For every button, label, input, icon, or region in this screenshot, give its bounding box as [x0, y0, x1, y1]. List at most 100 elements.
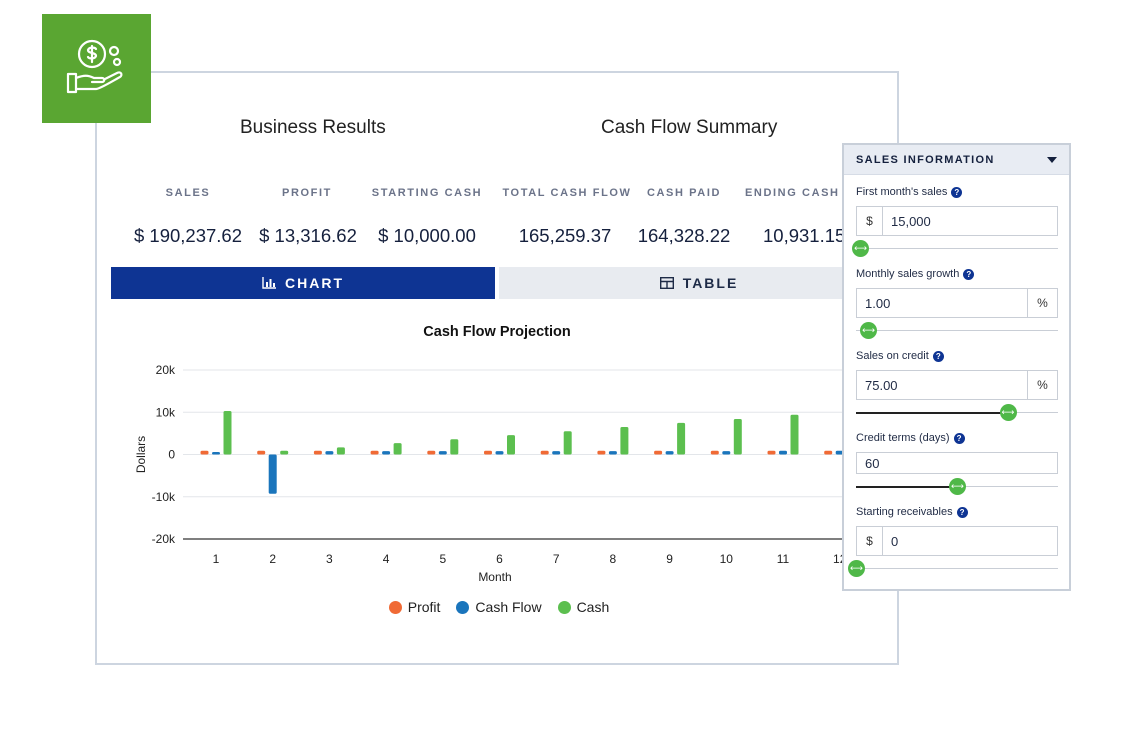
- growth-field[interactable]: 1.00 %: [856, 288, 1058, 318]
- slider-fill: [856, 411, 1008, 414]
- growth-slider[interactable]: ⟷: [856, 322, 1058, 339]
- bar-profit: [540, 450, 549, 455]
- bar-cash-flow: [268, 454, 277, 494]
- x-tick-label: 11: [777, 552, 790, 566]
- metric-value-sales: $ 190,237.62: [133, 225, 243, 246]
- x-tick-label: 7: [553, 552, 560, 566]
- metric-value-cash-paid: 164,328.22: [637, 225, 731, 246]
- slider-handle[interactable]: ⟷: [860, 322, 878, 339]
- bar-cash: [280, 450, 289, 455]
- bar-cash-flow: [779, 450, 787, 455]
- slider-handle[interactable]: ⟷: [852, 240, 870, 257]
- receivables-field[interactable]: $ 0: [856, 526, 1058, 556]
- y-axis-label: Dollars: [134, 436, 148, 473]
- legend-item-profit[interactable]: Profit: [388, 599, 440, 615]
- bar-cash-flow: [382, 451, 391, 455]
- tab-table[interactable]: TABLE: [499, 267, 899, 299]
- chart-legend: Profit Cash Flow Cash: [97, 599, 901, 615]
- slider-handle[interactable]: ⟷: [848, 560, 865, 577]
- bar-cash-flow: [722, 451, 731, 455]
- bar-profit: [257, 450, 266, 455]
- bar-profit: [370, 450, 379, 455]
- bar-cash: [733, 419, 742, 455]
- help-icon[interactable]: ?: [953, 432, 965, 444]
- first-sales-label-text: First month's sales: [856, 186, 948, 198]
- tab-table-label: TABLE: [682, 275, 739, 291]
- bar-profit: [427, 450, 436, 455]
- slider-handle[interactable]: ⟷: [949, 478, 966, 495]
- tab-chart-label: CHART: [285, 275, 344, 291]
- caret-down-icon[interactable]: [1047, 156, 1057, 163]
- bar-profit: [597, 450, 606, 455]
- x-tick-label: 3: [326, 552, 333, 566]
- percent-suffix: %: [1027, 289, 1057, 317]
- help-icon[interactable]: ?: [956, 506, 968, 518]
- growth-label-text: Monthly sales growth: [856, 268, 960, 280]
- terms-field[interactable]: 60: [856, 452, 1058, 474]
- money-hand-icon: [66, 39, 123, 94]
- bar-profit: [654, 450, 663, 455]
- legend-swatch-cash: [557, 600, 571, 614]
- metric-label-ending-cash: ENDING CASH: [745, 187, 840, 199]
- terms-value: 60: [865, 455, 880, 471]
- results-card: Business Results Cash Flow Summary SALES…: [95, 71, 899, 665]
- bar-cash: [223, 410, 232, 455]
- help-icon[interactable]: ?: [951, 186, 963, 198]
- table-icon: [659, 277, 674, 289]
- bar-cash: [336, 447, 345, 455]
- bar-cash: [393, 443, 402, 455]
- legend-item-cash-flow[interactable]: Cash Flow: [456, 599, 542, 615]
- credit-label-text: Sales on credit: [856, 350, 929, 362]
- receivables-slider[interactable]: ⟷: [848, 560, 1058, 577]
- x-tick-label: 10: [720, 552, 734, 566]
- metric-value-total-cash-flow: 165,259.37: [518, 225, 612, 246]
- x-tick-label: 6: [496, 552, 503, 566]
- bar-cash-flow: [835, 450, 844, 455]
- metric-label-profit: PROFIT: [282, 187, 332, 199]
- x-tick-label: 2: [269, 552, 276, 566]
- bar-profit: [484, 450, 492, 455]
- bar-cash: [620, 427, 629, 455]
- sales-information-panel: SALES INFORMATION First month's sales ? …: [842, 143, 1071, 591]
- metric-label-total-cash-flow: TOTAL CASH FLOW: [502, 187, 632, 199]
- chart-title: Cash Flow Projection: [423, 324, 571, 340]
- help-icon[interactable]: ?: [932, 350, 944, 362]
- bar-cash: [790, 414, 799, 455]
- bar-cash-flow: [438, 451, 447, 455]
- bar-cash-flow: [495, 451, 504, 455]
- first-sales-field[interactable]: $ 15,000: [856, 206, 1058, 236]
- growth-label: Monthly sales growth ?: [856, 268, 975, 280]
- metric-value-profit: $ 13,316.62: [259, 225, 357, 246]
- receivables-label-text: Starting receivables: [856, 506, 953, 518]
- y-tick-label: 20k: [156, 363, 176, 377]
- currency-prefix: $: [857, 207, 883, 235]
- help-icon[interactable]: ?: [963, 268, 975, 280]
- bar-chart-icon: [262, 277, 276, 289]
- business-results-title: Business Results: [240, 117, 386, 138]
- legend-swatch-cash-flow: [456, 600, 470, 614]
- bar-cash: [450, 439, 459, 455]
- legend-label-cash: Cash: [576, 599, 610, 615]
- credit-slider[interactable]: ⟷: [856, 404, 1058, 421]
- credit-field[interactable]: 75.00 %: [856, 370, 1058, 400]
- terms-label: Credit terms (days) ?: [856, 432, 965, 444]
- slider-handle[interactable]: ⟷: [999, 404, 1017, 421]
- bar-cash-flow: [608, 451, 617, 455]
- legend-item-cash[interactable]: Cash: [557, 599, 610, 615]
- bar-cash: [563, 431, 572, 455]
- first-sales-slider[interactable]: ⟷: [852, 240, 1058, 257]
- metric-label-starting-cash: STARTING CASH: [371, 187, 483, 199]
- credit-label: Sales on credit ?: [856, 350, 944, 362]
- bar-profit: [824, 450, 833, 455]
- panel-header[interactable]: SALES INFORMATION: [844, 145, 1069, 175]
- percent-suffix: %: [1027, 371, 1057, 399]
- currency-prefix: $: [857, 527, 883, 555]
- bar-profit: [200, 450, 209, 455]
- bar-cash-flow: [325, 451, 334, 455]
- legend-label-cash-flow: Cash Flow: [475, 599, 542, 615]
- terms-label-text: Credit terms (days): [856, 432, 950, 444]
- x-tick-label: 5: [439, 552, 446, 566]
- terms-slider[interactable]: ⟷: [856, 478, 1058, 495]
- tab-chart[interactable]: CHART: [111, 267, 495, 299]
